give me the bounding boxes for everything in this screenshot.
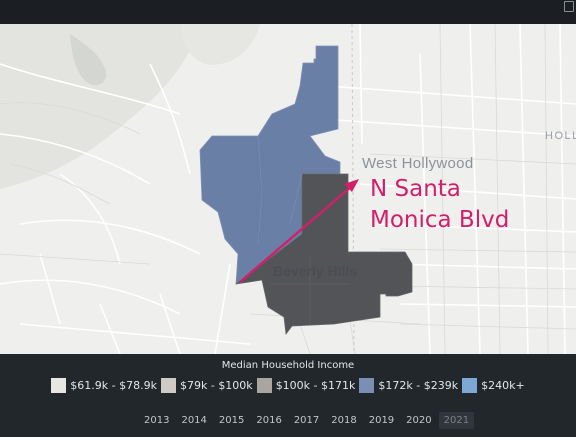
year-tab-2014[interactable]: 2014 bbox=[181, 415, 207, 426]
legend-item[interactable]: $79k - $100k bbox=[160, 378, 253, 393]
top-bar bbox=[0, 0, 576, 24]
legend-item[interactable]: $100k - $171k bbox=[256, 378, 356, 393]
annotation-arrow-head bbox=[344, 179, 359, 192]
legend-swatch bbox=[359, 378, 375, 393]
legend-label: $172k - $239k bbox=[378, 379, 459, 392]
legend-label: $61.9k - $78.9k bbox=[70, 379, 157, 392]
year-tab-2013[interactable]: 2013 bbox=[144, 415, 170, 426]
map-label-beverly-hills: Beverly Hills bbox=[273, 263, 358, 279]
expand-icon[interactable] bbox=[564, 1, 574, 12]
annotation-line-2: Monica Blvd bbox=[370, 207, 510, 233]
year-tab-2020[interactable]: 2020 bbox=[406, 415, 432, 426]
year-tab-2016[interactable]: 2016 bbox=[256, 415, 282, 426]
year-tab-2017[interactable]: 2017 bbox=[293, 415, 320, 426]
income-region-grey bbox=[235, 173, 413, 336]
year-tab-2018[interactable]: 2018 bbox=[331, 415, 357, 426]
legend-item[interactable]: $61.9k - $78.9k bbox=[51, 378, 157, 393]
legend-label: $100k - $171k bbox=[275, 379, 356, 392]
minor-streets bbox=[0, 24, 576, 354]
year-tab-2015[interactable]: 2015 bbox=[218, 415, 245, 426]
hills-terrain bbox=[0, 24, 200, 189]
legend-label: $240k+ bbox=[481, 379, 525, 392]
legend-swatch bbox=[51, 378, 67, 393]
tract-lines bbox=[257, 135, 303, 245]
legend-label: $79k - $100k bbox=[179, 379, 253, 392]
legend-title: Median Household Income bbox=[221, 360, 355, 371]
annotation-line-1: N Santa bbox=[370, 176, 461, 202]
legend-swatch bbox=[462, 378, 478, 393]
map-label-west-hollywood: West Hollywood bbox=[362, 155, 474, 172]
legend-item[interactable]: $240k+ bbox=[462, 378, 525, 393]
legend-item[interactable]: $172k - $239k bbox=[359, 378, 458, 393]
year-selector: 2013 2014 2015 2016 2017 2018 2019 2020 2021 bbox=[138, 412, 475, 429]
map-canvas bbox=[0, 24, 576, 354]
map-view[interactable]: West Hollywood Beverly Hills HOLL N Sant… bbox=[0, 24, 576, 354]
street-annotation: N Santa Monica Blvd bbox=[370, 174, 509, 236]
park-area bbox=[70, 34, 107, 86]
city-boundary bbox=[351, 24, 355, 354]
legend-swatch bbox=[256, 378, 272, 393]
park-area-2 bbox=[180, 24, 260, 65]
year-tab-2019[interactable]: 2019 bbox=[368, 415, 395, 426]
annotation-arrow-line bbox=[239, 185, 353, 283]
map-label-hollywood: HOLL bbox=[545, 130, 576, 142]
year-tab-2021[interactable]: 2021 bbox=[438, 412, 475, 429]
legend-swatch bbox=[160, 378, 176, 393]
tract-lines-grey bbox=[270, 256, 350, 324]
street-grid bbox=[0, 24, 576, 354]
legend: $61.9k - $78.9k $79k - $100k $100k - $171k… bbox=[0, 378, 576, 393]
